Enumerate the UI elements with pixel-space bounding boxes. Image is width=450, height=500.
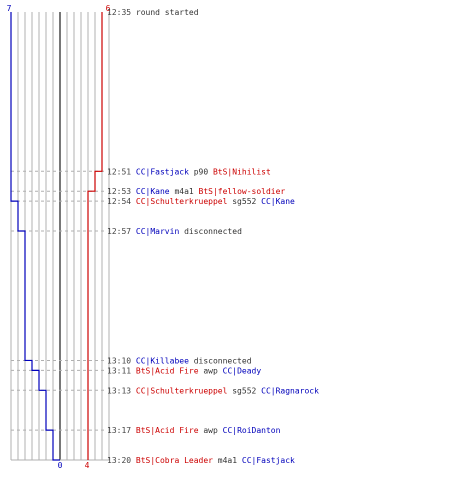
event-action: sg552 (227, 197, 261, 206)
event-player: BtS|Acid Fire (136, 366, 199, 375)
event-action: disconnected (179, 227, 242, 236)
red-step-line (87, 12, 103, 460)
blue-step-line (10, 12, 60, 461)
event-action: awp (199, 366, 223, 375)
event-player: BtS|Cobra Leader (136, 456, 213, 465)
event-entry: 12:54 CC|Schulterkrueppel sg552 CC|Kane (107, 197, 295, 206)
event-time: 13:10 (107, 356, 136, 365)
event-player: CC|Fastjack (242, 456, 295, 465)
event-action: sg552 (227, 386, 261, 395)
event-entry: 13:11 BtS|Acid Fire awp CC|Deady (107, 366, 261, 375)
right-end-label: 4 (85, 461, 90, 470)
event-player: CC|Marvin (136, 227, 180, 236)
right-start-label: 6 (106, 4, 111, 13)
event-time: 12:54 (107, 197, 136, 206)
event-player: CC|Fastjack (136, 167, 189, 176)
event-player: CC|Kane (261, 197, 295, 206)
event-time: 13:13 (107, 386, 136, 395)
event-player: CC|Ragnarock (261, 386, 319, 395)
event-entry: 12:53 CC|Kane m4a1 BtS|fellow-soldier (107, 187, 285, 196)
event-player: CC|Schulterkrueppel (136, 197, 228, 206)
event-entry: 12:57 CC|Marvin disconnected (107, 227, 242, 236)
event-action: m4a1 (213, 456, 242, 465)
event-time: 12:57 (107, 227, 136, 236)
event-log: 12:35 round started 12:51 CC|Fastjack p90… (107, 8, 319, 465)
event-player: BtS|fellow-soldier (199, 187, 286, 196)
event-player: CC|Kane (136, 187, 170, 196)
left-end-label: 0 (58, 461, 63, 470)
event-entry: 12:51 CC|Fastjack p90 BtS|Nihilist (107, 167, 271, 176)
event-player: CC|Deady (223, 366, 262, 375)
grid (10, 12, 110, 461)
event-time: 12:53 (107, 187, 136, 196)
event-player: BtS|Nihilist (213, 167, 271, 176)
event-entry: 12:35 round started (107, 8, 199, 17)
series-lines (10, 12, 103, 461)
event-player: BtS|Acid Fire (136, 426, 199, 435)
event-action: p90 (189, 167, 213, 176)
event-action: awp (199, 426, 223, 435)
event-entry: 13:20 BtS|Cobra Leader m4a1 CC|Fastjack (107, 456, 295, 465)
event-player: CC|Killabee (136, 356, 189, 365)
event-entry: 13:17 BtS|Acid Fire awp CC|RoiDanton (107, 426, 281, 435)
left-start-label: 7 (7, 4, 12, 13)
event-time: 12:51 (107, 167, 136, 176)
event-time: 13:20 (107, 456, 136, 465)
event-player: CC|Schulterkrueppel (136, 386, 228, 395)
event-action: disconnected (189, 356, 252, 365)
event-time: 12:35 (107, 8, 136, 17)
event-time: 13:11 (107, 366, 136, 375)
event-player: CC|RoiDanton (223, 426, 281, 435)
event-entry: 13:13 CC|Schulterkrueppel sg552 CC|Ragna… (107, 386, 319, 395)
event-action: round started (136, 8, 199, 17)
event-entry: 13:10 CC|Killabee disconnected (107, 356, 252, 365)
event-action: m4a1 (170, 187, 199, 196)
event-time: 13:17 (107, 426, 136, 435)
